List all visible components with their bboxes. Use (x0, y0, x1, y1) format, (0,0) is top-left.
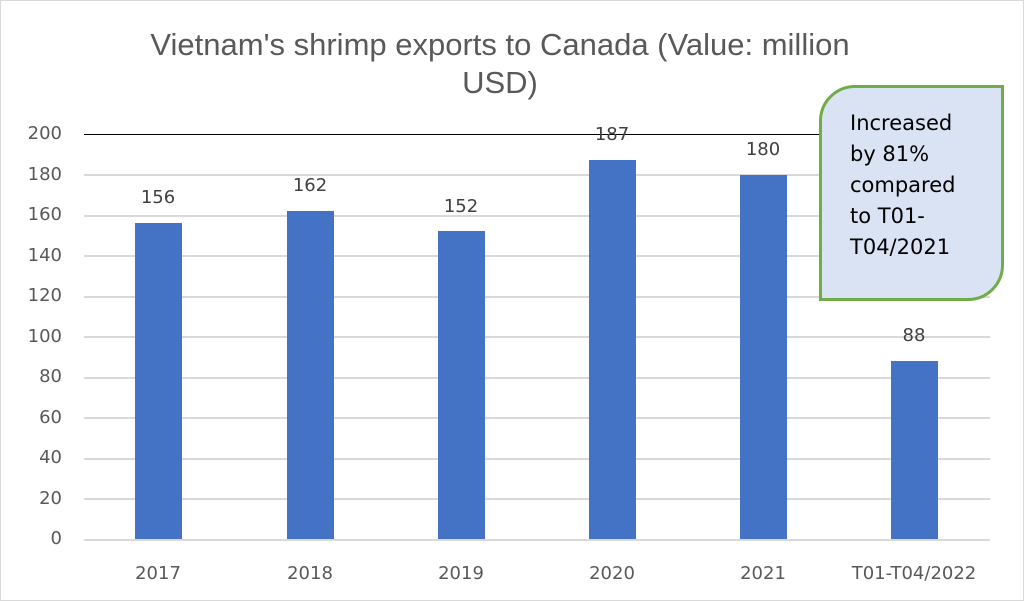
gridline-180 (84, 174, 990, 176)
y-tick-0: 0 (50, 528, 62, 549)
gridline-200 (84, 134, 990, 135)
x-label-2018: 2018 (287, 563, 333, 584)
y-tick-180: 180 (27, 164, 62, 185)
chart-title-line-2: USD) (462, 65, 538, 100)
chart-title-line-1: Vietnam's shrimp exports to Canada (Valu… (150, 27, 850, 62)
x-label-2017: 2017 (135, 563, 181, 584)
y-tick-200: 200 (27, 123, 62, 144)
x-label-2020: 2020 (589, 563, 635, 584)
bar-2020 (589, 160, 636, 539)
callout-line-1: Increased (850, 111, 953, 135)
y-tick-80: 80 (39, 366, 62, 387)
y-tick-140: 140 (27, 245, 62, 266)
chart-title: Vietnam's shrimp exports to Canada (Valu… (60, 26, 940, 102)
gridline-80 (84, 377, 990, 379)
gridline-20 (84, 498, 990, 500)
data-label-t01-t04-2022: 88 (902, 325, 926, 346)
x-label-2019: 2019 (438, 563, 484, 584)
bar-2018 (287, 211, 334, 539)
annotation-callout: Increased by 81% compared to T01- T04/20… (819, 85, 1004, 301)
bar-2019 (438, 231, 485, 539)
data-label-2021: 180 (745, 139, 781, 160)
callout-line-2: by 81% (850, 142, 930, 166)
callout-line-4: to T01- (850, 204, 925, 228)
data-label-2019: 152 (443, 196, 479, 217)
gridline-160 (84, 215, 990, 217)
gridline-140 (84, 255, 990, 257)
y-tick-160: 160 (27, 204, 62, 225)
bar-2017 (135, 223, 182, 539)
bar-t01-t04-2022 (891, 361, 938, 539)
callout-line-5: T04/2021 (850, 235, 951, 259)
x-label-2021: 2021 (740, 563, 786, 584)
y-tick-60: 60 (39, 407, 62, 428)
x-label-t01-t04-2022: T01-T04/2022 (851, 563, 977, 584)
y-tick-40: 40 (39, 447, 62, 468)
data-label-2018: 162 (292, 175, 328, 196)
y-tick-120: 120 (27, 285, 62, 306)
x-axis-line (84, 539, 990, 541)
y-tick-20: 20 (39, 488, 62, 509)
bar-2021 (740, 175, 787, 539)
callout-line-3: compared (850, 173, 956, 197)
data-label-2017: 156 (140, 187, 176, 208)
gridline-120 (84, 296, 990, 298)
data-label-2020: 187 (594, 124, 630, 145)
gridline-60 (84, 417, 990, 419)
gridline-40 (84, 458, 990, 460)
y-tick-100: 100 (27, 326, 62, 347)
gridline-100 (84, 336, 990, 338)
